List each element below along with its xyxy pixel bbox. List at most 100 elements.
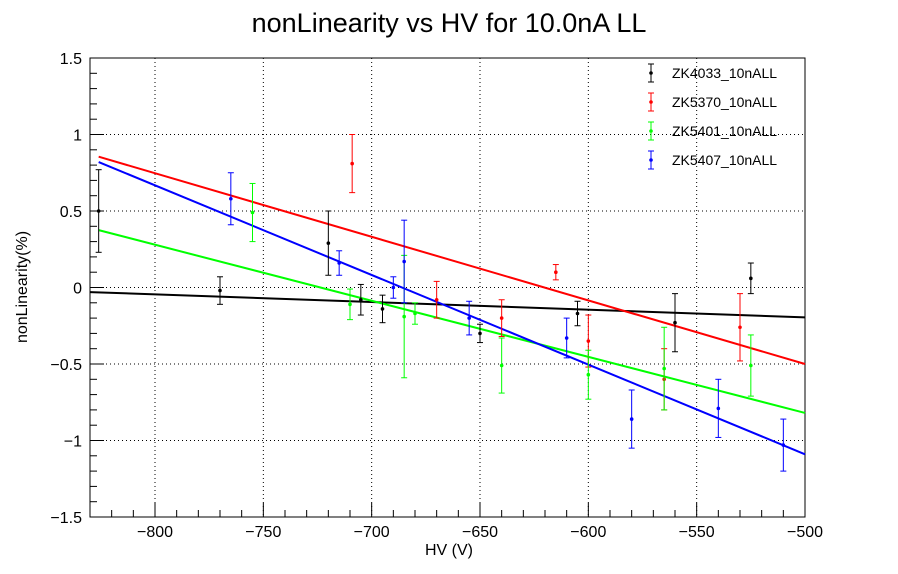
legend-marker [649,100,653,104]
data-point [477,323,483,344]
point-marker [250,210,255,215]
point-marker [218,288,222,293]
x-tick-label: −550 [679,524,715,541]
legend-entry: ZK5370_10nALL [648,92,777,112]
point-marker [554,270,558,275]
point-marker [629,417,634,421]
fit-line [98,229,806,414]
data-point [401,219,408,304]
point-marker [662,366,666,371]
legend-entry: ZK5401_10nALL [648,121,777,141]
fit-lines [89,155,806,456]
y-tick-label: 0 [73,281,82,298]
point-marker [499,363,504,368]
data-point [552,264,559,281]
point-marker [402,314,406,319]
data-point [349,134,356,194]
point-marker [380,307,385,311]
fit-line [98,155,806,365]
data-point [325,210,332,276]
data-point [563,317,570,359]
data-point [498,299,505,337]
x-tick-label: −700 [354,524,390,541]
legend: ZK4033_10nALL ZK5370_10nALL ZK5401_10nALL Z… [648,63,777,170]
data-points [95,134,787,472]
point-marker [716,406,721,411]
data-point [379,294,386,324]
x-tick-label: −600 [570,524,606,541]
legend-marker [649,71,653,75]
point-marker [96,209,101,213]
data-point [747,262,754,295]
point-marker [359,297,363,302]
data-point [390,276,397,299]
data-point [217,276,223,305]
x-tick-label: −500 [787,524,823,541]
point-marker [326,241,331,245]
y-tick-label: −1.5 [50,510,82,527]
data-point [672,293,678,353]
point-marker [781,443,786,447]
y-axis-label: nonLinearity(%) [14,231,31,343]
fit-line [98,161,806,456]
data-point [737,293,743,362]
chart-title: nonLinearity vs HV for 10.0nA LL [252,8,647,38]
data-point [715,378,722,438]
data-point [780,418,787,472]
y-tick-label: 1 [73,128,82,145]
legend-entry: ZK5407_10nALL [648,150,777,170]
legend-marker [649,129,653,133]
data-point [227,172,234,226]
point-marker [586,372,591,377]
point-marker [478,331,482,336]
point-marker [337,261,341,265]
data-point [747,334,754,397]
legend-label: ZK5407_10nALL [672,152,777,168]
x-axis-label: HV (V) [425,542,473,559]
y-tick-label: 0.5 [60,204,82,221]
y-tick-label: −0.5 [50,357,82,374]
legend-label: ZK5401_10nALL [672,123,777,139]
data-point [466,300,473,336]
x-tick-label: −650 [462,524,498,541]
data-point [249,182,256,243]
point-marker [564,336,569,340]
data-point [347,288,353,321]
data-point [433,280,440,319]
point-marker [575,311,580,316]
data-point [336,250,343,276]
legend-entry: ZK4033_10nALL [648,63,777,83]
point-marker [499,316,504,320]
point-marker [673,320,677,325]
point-marker [229,196,233,201]
point-marker [402,259,406,264]
point-marker [586,339,591,343]
axis-ticks: −800 −750 −700 −650 −600 −550 −500 −1.5 −1 −0.5 0 0… [50,51,823,541]
x-tick-label: −750 [245,524,281,541]
point-marker [348,302,352,307]
data-point [661,326,668,411]
point-marker [350,161,354,166]
legend-label: ZK5370_10nALL [672,94,777,110]
legend-marker [649,158,653,162]
legend-label: ZK4033_10nALL [672,65,777,81]
point-marker [391,285,396,290]
y-tick-label: −1 [64,434,82,451]
point-marker [738,325,742,330]
data-point [574,300,581,327]
fit-line [89,291,806,319]
point-marker [749,276,753,281]
data-point [95,169,102,253]
y-tick-label: 1.5 [60,51,82,68]
data-point [585,349,592,400]
point-marker [413,311,417,316]
x-tick-label: −800 [137,524,173,541]
data-point [412,302,418,325]
data-point [628,389,635,449]
point-marker [749,363,753,368]
point-marker [434,297,439,302]
point-marker [467,316,471,320]
data-point [498,337,505,394]
